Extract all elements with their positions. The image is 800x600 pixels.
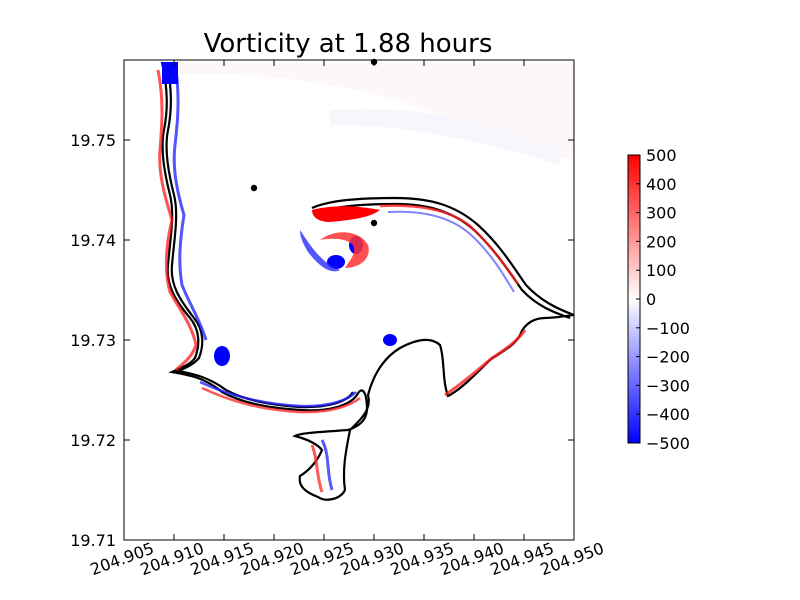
colorbar-tick-label: −100	[646, 319, 690, 338]
coast-vorticity-blue	[172, 61, 208, 341]
y-tick-label: 19.72	[70, 431, 116, 450]
corner-blue-patch	[162, 62, 178, 84]
breakwater-outer	[311, 196, 575, 317]
shore-blue-band	[199, 380, 357, 408]
colorbar: 500 400 300 200 100 0 −100 −200 −300 −400 −500	[627, 146, 690, 453]
channel-band-red	[310, 444, 324, 493]
colorbar-tick-label: 400	[646, 175, 677, 194]
colorbar-tick-label: −400	[646, 405, 690, 424]
coastline-outer	[160, 61, 575, 501]
colorbar-tick-label: 500	[646, 146, 677, 165]
colorbar-ticks: 500 400 300 200 100 0 −100 −200 −300 −400 −500	[636, 146, 690, 453]
blue-eddy-4	[383, 334, 397, 346]
gauge-point	[370, 219, 378, 227]
y-tick-label: 19.75	[70, 131, 116, 150]
y-tick-label: 19.74	[70, 231, 116, 250]
colorbar-tick-label: 100	[646, 261, 677, 280]
plot-background	[124, 60, 574, 540]
colorbar-tick-label: −500	[646, 434, 690, 453]
y-tick-label: 19.73	[70, 331, 116, 350]
colorbar-tick-label: 200	[646, 232, 677, 251]
plot-area	[123, 58, 575, 541]
coast-vorticity-red	[156, 69, 198, 372]
red-eddy-band	[312, 206, 380, 222]
gauge-point	[250, 184, 258, 192]
breakwater-blue-band	[387, 210, 515, 293]
plot-frame	[123, 59, 575, 541]
y-axis: 19.71 19.72 19.73 19.74 19.75	[70, 131, 574, 550]
blue-eddy-2	[327, 255, 345, 269]
east-shore-band	[444, 329, 527, 397]
blue-eddy-1	[214, 346, 230, 366]
colorbar-tick-label: −200	[646, 348, 690, 367]
colorbar-tick-label: −300	[646, 376, 690, 395]
y-tick-label: 19.71	[70, 531, 116, 550]
blue-swirl	[300, 230, 340, 272]
chart-title: Vorticity at 1.88 hours	[204, 29, 493, 59]
shore-red-band	[201, 386, 361, 414]
vorticity-noise-field	[170, 62, 574, 165]
breakwater-red-band	[379, 204, 520, 285]
channel-band	[320, 439, 334, 491]
red-eddy-swirl	[320, 232, 369, 268]
colorbar-tick-label: 0	[646, 290, 656, 309]
vorticity-features	[156, 61, 527, 493]
colorbar-tick-label: 300	[646, 204, 677, 223]
